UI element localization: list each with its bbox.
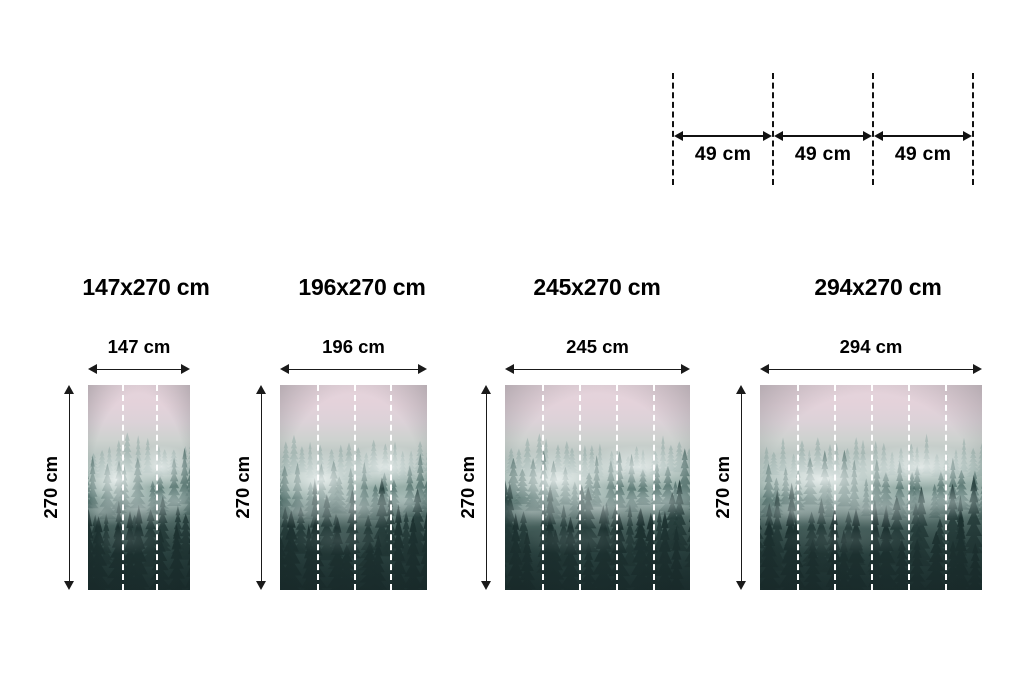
legend-tick-1 — [672, 73, 674, 185]
legend-gap-1: 49 cm — [674, 129, 772, 165]
panel-width-arrow — [280, 363, 427, 376]
arrow-head-right-icon — [973, 364, 982, 375]
arrow-shaft — [765, 368, 977, 371]
legend-tick-2 — [772, 73, 774, 185]
arrow-head-left-icon — [774, 130, 783, 141]
panel-width-arrow — [505, 363, 690, 376]
legend-tick-4 — [972, 73, 974, 185]
mural-seam-lines — [505, 385, 690, 590]
legend-gap-3: 49 cm — [874, 129, 972, 165]
mural-image — [88, 385, 190, 590]
panel-width-arrow — [88, 363, 190, 376]
legend-arrow-1 — [674, 129, 772, 142]
mural-image — [760, 385, 982, 590]
panel-height-arrow — [735, 385, 748, 590]
panel-title: 196x270 cm — [298, 274, 426, 300]
mural-seam — [871, 385, 873, 590]
arrow-shaft — [68, 390, 71, 585]
arrow-shaft — [510, 368, 685, 371]
arrow-head-up-icon — [481, 385, 492, 394]
arrow-head-down-icon — [256, 581, 267, 590]
arrow-head-up-icon — [736, 385, 747, 394]
mural-seam — [945, 385, 947, 590]
arrow-head-left-icon — [674, 130, 683, 141]
panel-width-label: 245 cm — [566, 336, 629, 357]
arrow-head-left-icon — [760, 364, 769, 375]
arrow-head-down-icon — [481, 581, 492, 590]
mural-seam-lines — [280, 385, 427, 590]
arrow-head-down-icon — [64, 581, 75, 590]
mural-image — [280, 385, 427, 590]
mural-image — [505, 385, 690, 590]
mural-seam-lines — [760, 385, 982, 590]
arrow-head-right-icon — [418, 364, 427, 375]
arrow-head-up-icon — [256, 385, 267, 394]
panel-title: 245x270 cm — [533, 274, 661, 300]
panel-height-arrow — [63, 385, 76, 590]
arrow-shaft — [260, 390, 263, 585]
mural-seam — [579, 385, 581, 590]
mural-seam — [797, 385, 799, 590]
arrow-head-left-icon — [874, 130, 883, 141]
mural-seam — [653, 385, 655, 590]
panel-height-arrow — [480, 385, 493, 590]
legend-arrow-3 — [874, 129, 972, 142]
mural-seam — [316, 385, 319, 590]
mural-seam — [542, 385, 544, 590]
mural-seam — [353, 385, 356, 590]
arrow-head-down-icon — [736, 581, 747, 590]
panel-height-label: 270 cm — [711, 455, 733, 519]
strip-width-legend: 49 cm 49 cm 49 cm — [660, 66, 990, 196]
arrow-shaft — [740, 390, 743, 585]
arrow-head-left-icon — [88, 364, 97, 375]
mural-shadow — [505, 495, 690, 590]
arrow-head-right-icon — [863, 130, 872, 141]
legend-arrow-2 — [774, 129, 872, 142]
panel-width-label: 196 cm — [322, 336, 385, 357]
arrow-head-right-icon — [963, 130, 972, 141]
arrow-shaft — [285, 368, 422, 371]
legend-gap-label-2: 49 cm — [794, 143, 852, 165]
arrow-shaft — [93, 368, 185, 371]
arrow-head-up-icon — [64, 385, 75, 394]
arrow-shaft — [780, 135, 866, 137]
mural-vignette — [88, 385, 190, 590]
arrow-head-right-icon — [181, 364, 190, 375]
mural-seam — [390, 385, 393, 590]
panel-height-arrow — [255, 385, 268, 590]
legend-gap-label-3: 49 cm — [894, 143, 952, 165]
mural-seam — [122, 385, 124, 590]
arrow-shaft — [680, 135, 766, 137]
arrow-head-left-icon — [505, 364, 514, 375]
arrow-head-right-icon — [681, 364, 690, 375]
legend-gap-label-1: 49 cm — [694, 143, 752, 165]
panel-width-label: 147 cm — [107, 336, 171, 357]
mural-seam-lines — [88, 385, 190, 590]
panel-title: 147x270 cm — [82, 274, 210, 300]
mural-seam — [156, 385, 158, 590]
arrow-shaft — [485, 390, 488, 585]
legend-gap-2: 49 cm — [774, 129, 872, 165]
panel-title: 294x270 cm — [814, 274, 942, 300]
arrow-head-left-icon — [280, 364, 289, 375]
mural-shadow — [88, 495, 190, 590]
arrow-shaft — [880, 135, 966, 137]
panel-width-label: 294 cm — [839, 336, 903, 357]
legend-tick-3 — [872, 73, 874, 185]
arrow-head-right-icon — [763, 130, 772, 141]
panel-width-arrow — [760, 363, 982, 376]
mural-seam — [834, 385, 836, 590]
mural-vignette — [505, 385, 690, 590]
mural-seam — [616, 385, 618, 590]
mural-seam — [908, 385, 910, 590]
